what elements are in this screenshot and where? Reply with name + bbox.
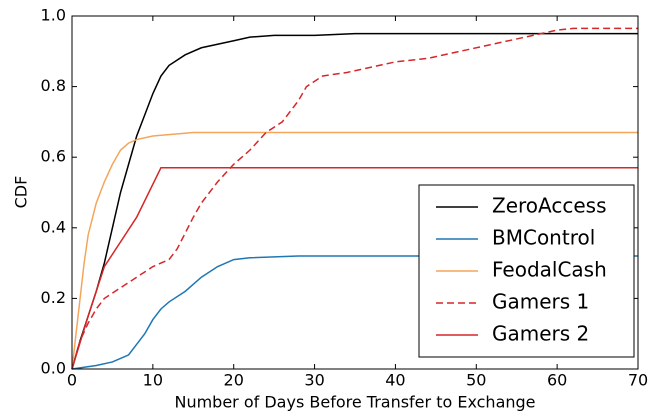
x-tick-label: 60 — [547, 371, 567, 390]
series-line — [71, 131, 638, 370]
x-tick-label: 40 — [385, 371, 405, 390]
x-tick-label: 70 — [628, 371, 648, 390]
legend-label: ZeroAccess — [492, 194, 607, 218]
x-tick-label: 0 — [67, 371, 77, 390]
y-tick-label: 0.2 — [41, 288, 66, 307]
legend-label: Gamers 1 — [492, 290, 589, 314]
series-line — [71, 167, 638, 370]
legend-label: FeodalCash — [492, 258, 607, 282]
x-tick-label: 50 — [466, 371, 486, 390]
x-tick-label: 10 — [143, 371, 163, 390]
plot-frame — [71, 15, 639, 370]
y-tick-label: 0.4 — [41, 217, 66, 236]
y-tick-label: 0.0 — [41, 359, 66, 378]
legend-box — [418, 184, 635, 358]
legend-label: BMControl — [492, 226, 595, 250]
x-axis-label: Number of Days Before Transfer to Exchan… — [174, 393, 535, 412]
legend-label: Gamers 2 — [492, 322, 589, 346]
series-line — [71, 255, 638, 370]
y-tick-label: 0.6 — [41, 147, 66, 166]
y-axis-label: CDF — [12, 176, 31, 209]
x-tick-label: 30 — [304, 371, 324, 390]
y-tick-label: 0.8 — [41, 76, 66, 95]
series-line — [71, 27, 638, 370]
x-tick-label: 20 — [224, 371, 244, 390]
y-tick-label: 1.0 — [41, 6, 66, 25]
